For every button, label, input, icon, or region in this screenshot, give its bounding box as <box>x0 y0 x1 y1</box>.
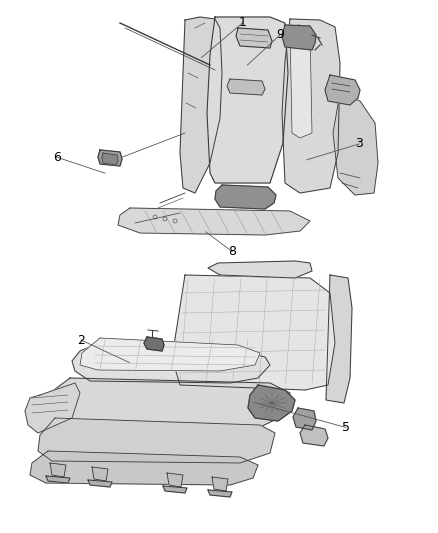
Polygon shape <box>172 275 335 390</box>
Polygon shape <box>98 150 122 166</box>
Text: 1: 1 <box>239 16 247 29</box>
Polygon shape <box>30 451 258 485</box>
Polygon shape <box>80 338 260 371</box>
Text: 2: 2 <box>77 334 85 346</box>
Polygon shape <box>92 467 108 481</box>
Polygon shape <box>212 477 228 491</box>
Polygon shape <box>290 25 312 138</box>
Polygon shape <box>25 383 80 433</box>
Polygon shape <box>163 486 187 493</box>
Text: 3: 3 <box>355 138 363 150</box>
Polygon shape <box>38 418 275 463</box>
Polygon shape <box>144 337 164 351</box>
Polygon shape <box>102 153 118 165</box>
Polygon shape <box>50 463 66 477</box>
Polygon shape <box>208 261 312 278</box>
Polygon shape <box>326 275 352 403</box>
Polygon shape <box>282 19 340 193</box>
Text: 5: 5 <box>342 421 350 434</box>
Text: 6: 6 <box>53 151 61 164</box>
Polygon shape <box>118 208 310 235</box>
Polygon shape <box>167 473 183 487</box>
Polygon shape <box>180 17 222 193</box>
Polygon shape <box>282 25 316 50</box>
Polygon shape <box>300 425 328 446</box>
Polygon shape <box>236 28 272 48</box>
Polygon shape <box>207 17 288 183</box>
Polygon shape <box>293 408 316 430</box>
Polygon shape <box>46 476 70 483</box>
Polygon shape <box>227 79 265 95</box>
Polygon shape <box>208 490 232 497</box>
Text: 9: 9 <box>276 28 284 41</box>
Polygon shape <box>248 385 295 421</box>
Polygon shape <box>42 378 290 433</box>
Text: 8: 8 <box>228 245 236 258</box>
Polygon shape <box>325 75 360 105</box>
Polygon shape <box>333 93 378 195</box>
Polygon shape <box>88 480 112 487</box>
Polygon shape <box>72 345 270 383</box>
Polygon shape <box>215 185 276 209</box>
